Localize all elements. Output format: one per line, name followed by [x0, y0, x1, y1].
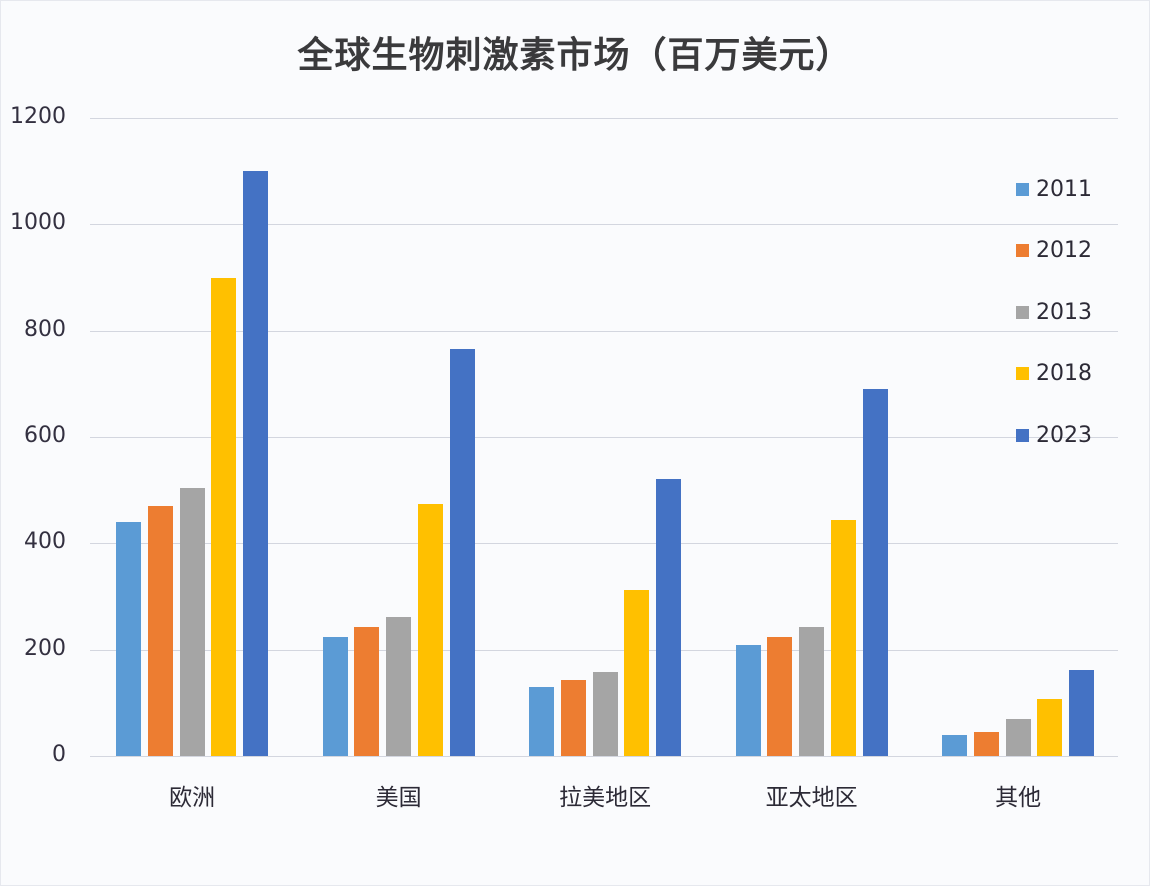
legend-swatch-icon — [1016, 182, 1029, 196]
legend-label: 2013 — [1036, 299, 1092, 325]
legend-swatch-icon — [1016, 244, 1029, 257]
bar — [179, 487, 205, 756]
y-tick-label: 800 — [24, 316, 66, 342]
bar — [211, 277, 237, 756]
gridline — [90, 224, 1118, 226]
gridline — [90, 330, 1118, 332]
bar — [1069, 669, 1095, 756]
bar — [147, 506, 173, 756]
bar — [624, 590, 650, 756]
bar — [735, 644, 761, 756]
x-tick-label: 其他 — [995, 785, 1042, 811]
bar — [862, 389, 888, 756]
legend-label: 2012 — [1036, 238, 1092, 263]
y-tick-label: 200 — [24, 635, 66, 661]
bar — [354, 626, 380, 756]
bar — [417, 504, 443, 756]
chart-title: 全球生物刺激素市场（百万美元） — [297, 35, 853, 76]
legend-item: 2012 — [1016, 236, 1092, 266]
gridline — [90, 118, 1118, 119]
bar — [973, 732, 999, 756]
y-tick-label: 1200 — [10, 104, 66, 129]
bar — [656, 479, 682, 756]
bar — [322, 636, 348, 756]
x-tick-label: 拉美地区 — [559, 785, 652, 811]
bar — [449, 348, 475, 756]
legend-label: 2018 — [1036, 361, 1092, 386]
bar — [386, 617, 412, 756]
bar — [529, 686, 554, 756]
gridline — [90, 543, 1118, 545]
legend-label: 2023 — [1036, 422, 1092, 448]
legend-swatch-icon — [1016, 428, 1029, 442]
bar — [799, 627, 825, 756]
gridline — [90, 756, 1118, 757]
bar — [560, 679, 586, 756]
bar — [1005, 718, 1031, 756]
legend-item: 2013 — [1016, 297, 1092, 327]
y-tick-label: 600 — [24, 423, 66, 448]
y-tick-label: 400 — [24, 529, 66, 555]
gridline — [90, 649, 1118, 651]
bar — [1037, 699, 1063, 756]
plot-area — [90, 118, 1118, 757]
bar — [942, 734, 967, 756]
x-tick-label: 欧洲 — [169, 785, 216, 811]
y-tick-label: 1000 — [10, 210, 66, 236]
legend-label: 2011 — [1036, 176, 1092, 202]
bar — [767, 636, 793, 756]
legend-item: 2011 — [1016, 174, 1092, 204]
gridline — [90, 437, 1118, 438]
bar — [830, 519, 856, 756]
legend-item: 2018 — [1016, 359, 1092, 389]
legend-item: 2023 — [1016, 420, 1092, 450]
bar — [592, 672, 618, 756]
y-tick-label: 0 — [52, 742, 66, 767]
x-tick-label: 美国 — [375, 785, 422, 811]
bar — [116, 522, 141, 756]
x-tick-label: 亚太地区 — [765, 785, 858, 811]
bar — [243, 171, 269, 756]
legend-swatch-icon — [1016, 367, 1029, 380]
legend-swatch-icon — [1016, 305, 1029, 319]
